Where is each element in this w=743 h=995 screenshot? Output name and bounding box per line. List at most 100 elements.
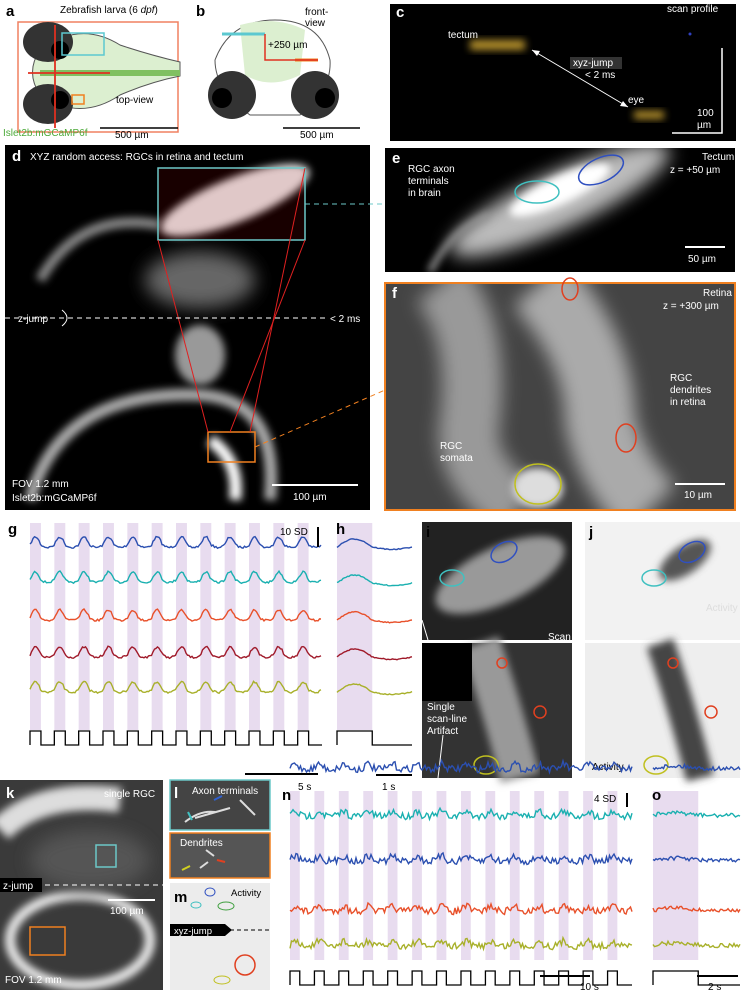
stimulus-band: [127, 523, 139, 730]
roi: [678, 540, 706, 564]
panel-k: k single RGC z-jump 100 µm FOV 1.2 mm: [0, 780, 163, 990]
roi: [490, 540, 518, 564]
panel-label: h: [336, 521, 345, 538]
roi: [29, 926, 66, 956]
scale: 100 µm: [697, 108, 714, 131]
panel-i: i Scan Single scan-line Artifact: [421, 522, 572, 783]
stimulus-band: [273, 523, 285, 730]
roi: [204, 887, 216, 897]
line-label: Islet2b:mGCaMP6f: [12, 493, 97, 504]
trace: [652, 939, 741, 949]
dendrites: Dendrites: [180, 838, 223, 849]
scale: 500 µm: [115, 130, 149, 141]
tissue: [0, 785, 122, 840]
roi: [704, 705, 718, 719]
tissue: [35, 217, 161, 283]
roi: [577, 154, 625, 186]
panel-label: a: [6, 3, 15, 20]
jump: z-jump: [3, 881, 33, 892]
title: scan profile: [667, 4, 719, 15]
panel-label: b: [196, 3, 205, 20]
stimulus-band: [509, 791, 520, 960]
activity-faint: Activity: [706, 603, 738, 614]
axon: Axon terminals: [192, 786, 258, 797]
scan-line: [634, 111, 664, 119]
activity: [659, 539, 711, 581]
jump-arrow: [531, 49, 629, 108]
panel-label: c: [396, 4, 404, 21]
roi: [514, 463, 562, 505]
soma: [513, 468, 563, 508]
trace: [29, 680, 322, 695]
artifact-area: [422, 643, 472, 701]
somata: RGC somata: [440, 441, 473, 464]
scale: 100 µm: [293, 492, 327, 503]
time: < 2 ms: [330, 314, 360, 325]
panel-label: g: [8, 521, 17, 538]
jump: xyz-jump: [174, 926, 212, 937]
traces: g 10 SD 5 s h 1 s n 4 SD 10 s o 2 s: [8, 521, 741, 993]
title: Zebrafish larva (6 dpf): [60, 5, 158, 16]
trace: [289, 758, 633, 775]
trace: [336, 538, 413, 551]
eye: eye: [628, 95, 645, 106]
jump-line: [157, 239, 209, 433]
panel-label: l: [174, 785, 178, 802]
jump: [264, 34, 318, 61]
trace: [289, 806, 633, 822]
panel-m: m Activity xyz-jump: [170, 883, 270, 990]
stimulus-band: [607, 791, 618, 960]
stimulus-band: [485, 791, 496, 960]
trace: [336, 610, 413, 624]
tectum: tectum: [448, 30, 478, 41]
activity: Activity: [231, 888, 261, 899]
scale-y: 10 SD: [280, 527, 308, 538]
label-bg: [0, 878, 42, 892]
stimulus-band: [363, 791, 374, 960]
activity: [646, 638, 714, 782]
stimulus-band: [534, 791, 545, 960]
roi: [667, 657, 679, 669]
roi: [514, 180, 560, 204]
panel-label: o: [652, 787, 661, 804]
stimulus-band: [176, 523, 187, 730]
scale: 100 µm: [110, 906, 144, 917]
scale-x: 5 s: [298, 782, 311, 793]
dendrites: [199, 849, 215, 869]
scan: Scan: [548, 632, 571, 643]
fov: FOV 1.2 mm: [5, 975, 62, 986]
trace: [29, 535, 322, 550]
trace: [336, 683, 413, 696]
panel-label: e: [392, 150, 400, 167]
trace: [652, 809, 741, 819]
trace: [289, 901, 633, 916]
depth: +250 µm: [268, 40, 307, 51]
panel-d: d XYZ random access: RGCs in retina and …: [5, 145, 386, 510]
stimulus-band: [436, 791, 447, 960]
roi-tectum: [157, 167, 306, 241]
jump-line: [249, 167, 306, 433]
image: [390, 4, 736, 141]
roi: [95, 844, 117, 868]
text: RGC axon terminals in brain: [408, 164, 455, 199]
region: Retina: [703, 288, 732, 299]
stimulus-band: [653, 791, 699, 960]
stimulus: [336, 730, 412, 746]
stimulus: [289, 970, 632, 986]
trace: [652, 762, 741, 772]
stimulus-band: [290, 791, 300, 960]
stimulus-band: [151, 523, 163, 730]
roi: [533, 705, 547, 719]
arrow: [213, 795, 223, 801]
tissue: [145, 252, 255, 308]
jump-arrow: [61, 309, 68, 327]
fov: FOV 1.2 mm: [12, 479, 69, 490]
lens: [315, 88, 335, 108]
eye: [5, 890, 155, 990]
view: front-view: [305, 7, 328, 29]
stimulus: [652, 970, 740, 986]
stimulus-band: [103, 523, 114, 730]
dot: [688, 32, 692, 36]
panel-label: f: [392, 285, 398, 302]
